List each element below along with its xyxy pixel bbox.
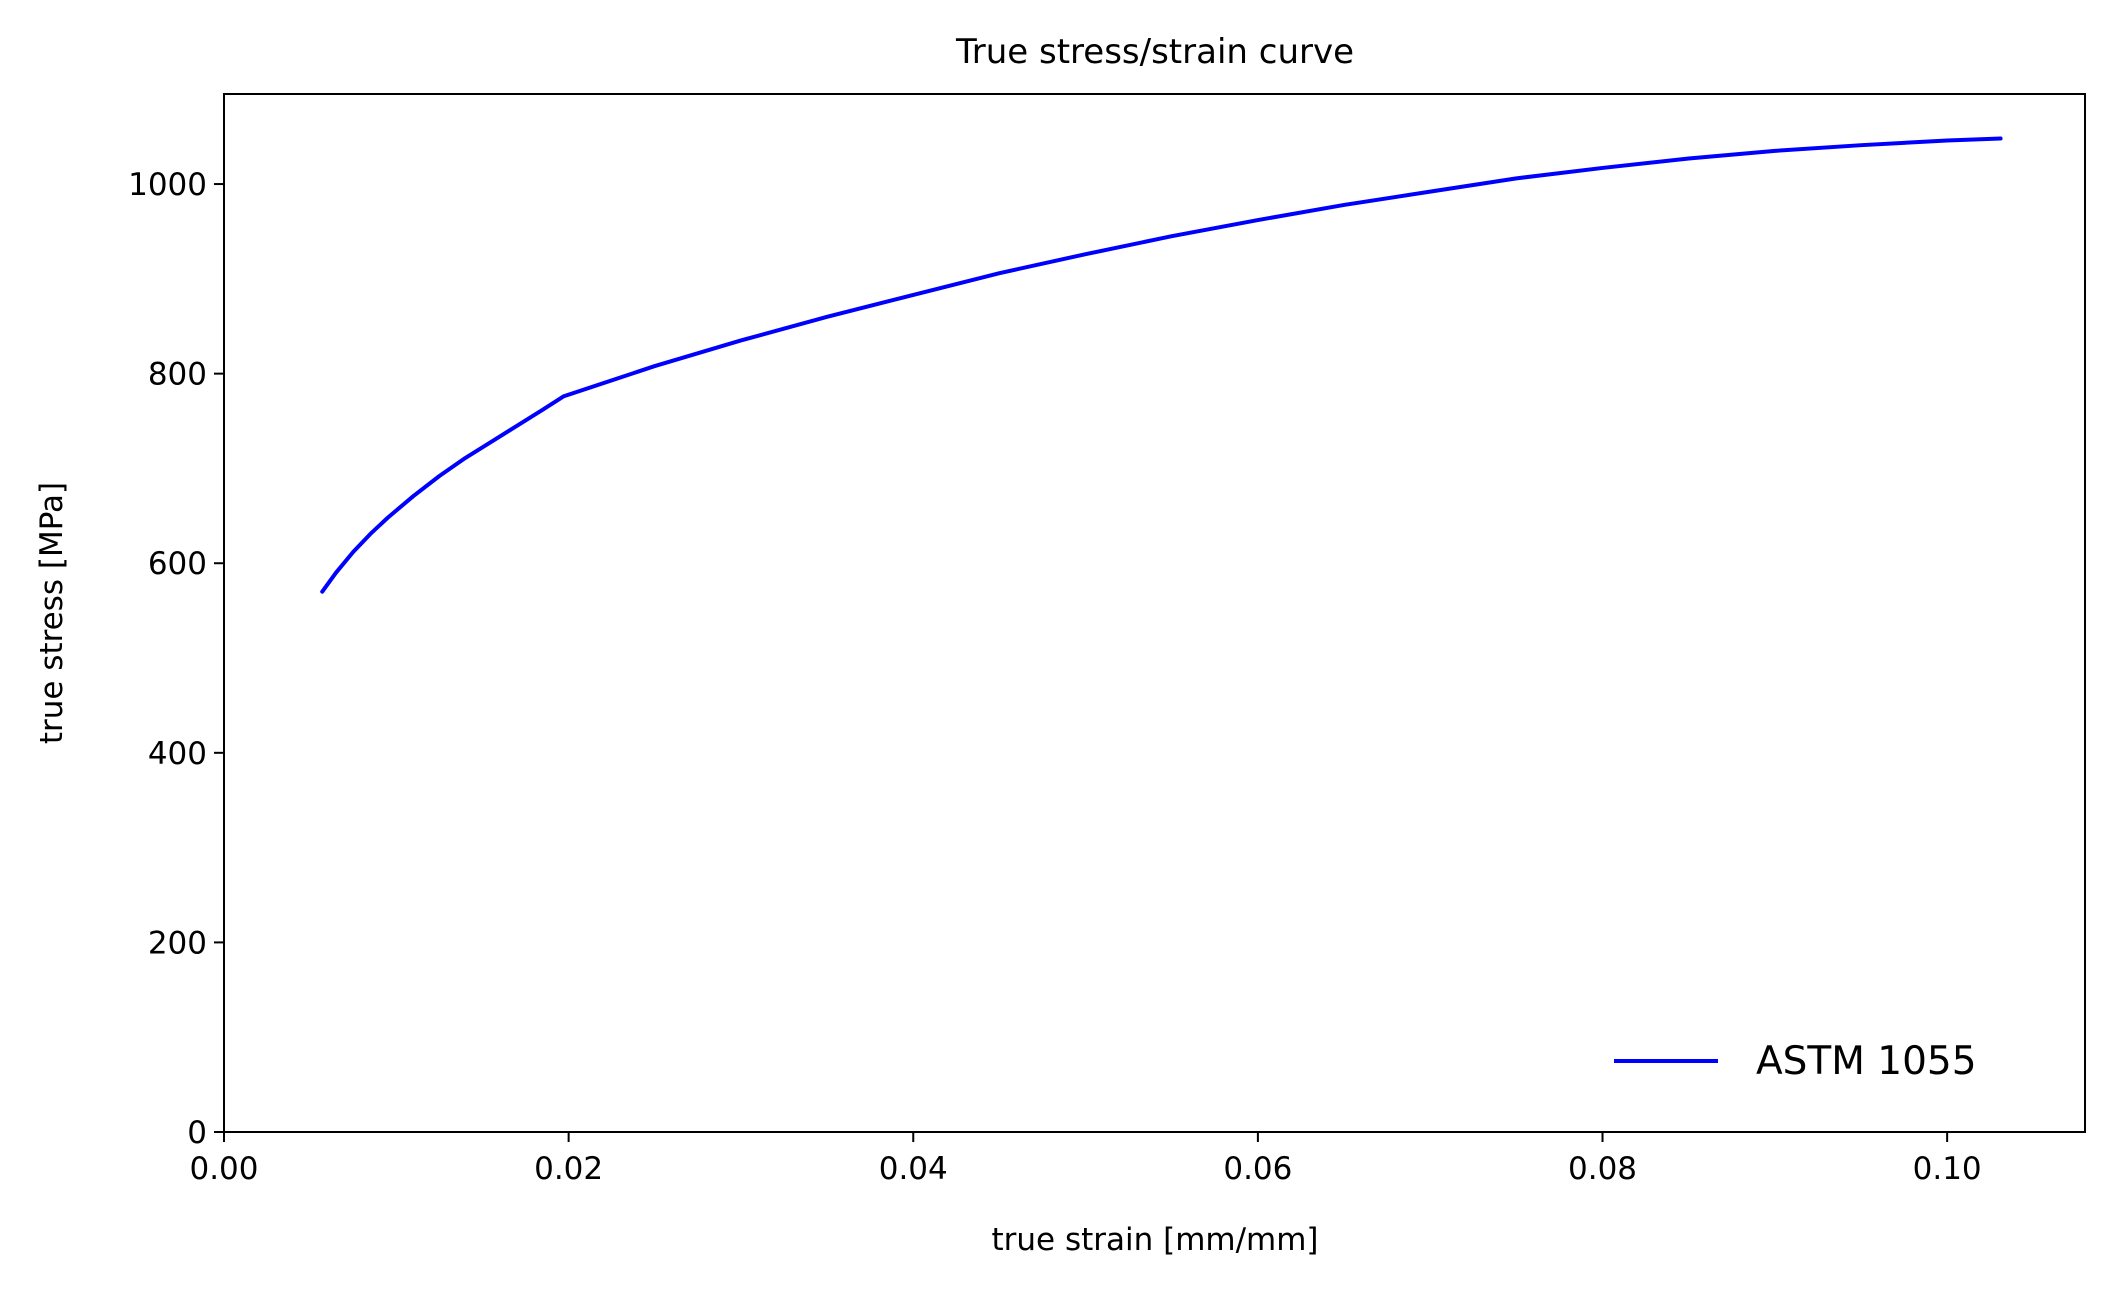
y-tick-label: 800: [148, 357, 207, 393]
x-tick-label: 0.00: [189, 1151, 258, 1187]
chart-title: True stress/strain curve: [955, 32, 1354, 72]
y-tick-label: 0: [187, 1115, 207, 1151]
y-tick-label: 200: [148, 925, 207, 961]
x-tick-label: 0.04: [879, 1151, 948, 1187]
x-tick-label: 0.06: [1223, 1151, 1292, 1187]
axes-frame: [223, 93, 2086, 1133]
y-tick-label: 1000: [128, 167, 207, 203]
y-tick-label: 400: [148, 736, 207, 772]
y-axis-ticks: 0 200 400 600 800 1000: [128, 167, 224, 1151]
legend-label: ASTM 1055: [1756, 1039, 1977, 1084]
x-tick-label: 0.02: [534, 1151, 603, 1187]
legend: ASTM 1055: [1614, 1039, 1977, 1084]
x-axis-ticks: 0.00 0.02 0.04 0.06 0.08 0.10: [189, 1132, 1982, 1187]
x-tick-label: 0.08: [1568, 1151, 1637, 1187]
series-line-astm-1055: [320, 136, 2003, 594]
y-axis-label: true stress [MPa]: [34, 482, 70, 744]
y-tick-label: 600: [148, 546, 207, 582]
x-tick-label: 0.10: [1913, 1151, 1982, 1187]
plot-area: [320, 136, 2003, 594]
x-axis-label: true strain [mm/mm]: [991, 1222, 1318, 1258]
